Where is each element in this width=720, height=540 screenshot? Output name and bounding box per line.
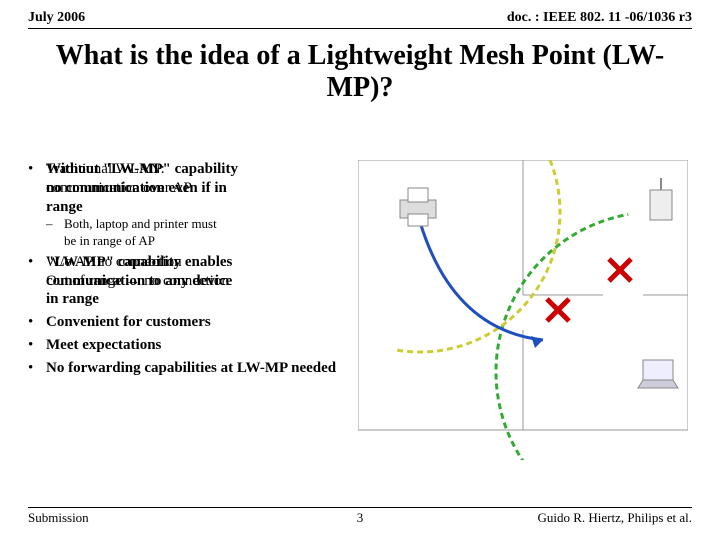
printer-icon bbox=[400, 188, 436, 226]
ap-icon bbox=[650, 178, 672, 220]
content-row: Without "LW-MP" capability Traditional W… bbox=[28, 160, 692, 460]
slide-footer: Submission 3 Guido R. Hiertz, Philips et… bbox=[28, 507, 692, 526]
bullet-list: Without "LW-MP" capability Traditional W… bbox=[28, 160, 358, 460]
header-doc: doc. : IEEE 802. 11 -06/1036 r3 bbox=[507, 10, 692, 26]
footer-left: Submission bbox=[28, 510, 89, 526]
slide-title: What is the idea of a Lightweight Mesh P… bbox=[0, 40, 720, 104]
bullet-1: Without "LW-MP" capability Traditional W… bbox=[28, 160, 358, 249]
slide-header: July 2006 doc. : IEEE 802. 11 -06/1036 r… bbox=[28, 10, 692, 29]
bullet-4: Meet expectations bbox=[28, 336, 358, 355]
bullet-5: No forwarding capabilities at LW-MP need… bbox=[28, 359, 358, 378]
laptop-icon bbox=[638, 360, 678, 388]
bullet-3: Convenient for customers bbox=[28, 313, 358, 332]
diagram-svg bbox=[358, 160, 688, 460]
floorplan-diagram bbox=[358, 160, 692, 460]
bullet-2: "LW-MP" capability enables W/o AP no con… bbox=[28, 253, 358, 309]
header-date: July 2006 bbox=[28, 10, 85, 26]
sub-bullet: Both, laptop and printer must be in rang… bbox=[46, 216, 358, 249]
footer-right: Guido R. Hiertz, Philips et al. bbox=[537, 510, 692, 526]
footer-page: 3 bbox=[357, 510, 364, 526]
